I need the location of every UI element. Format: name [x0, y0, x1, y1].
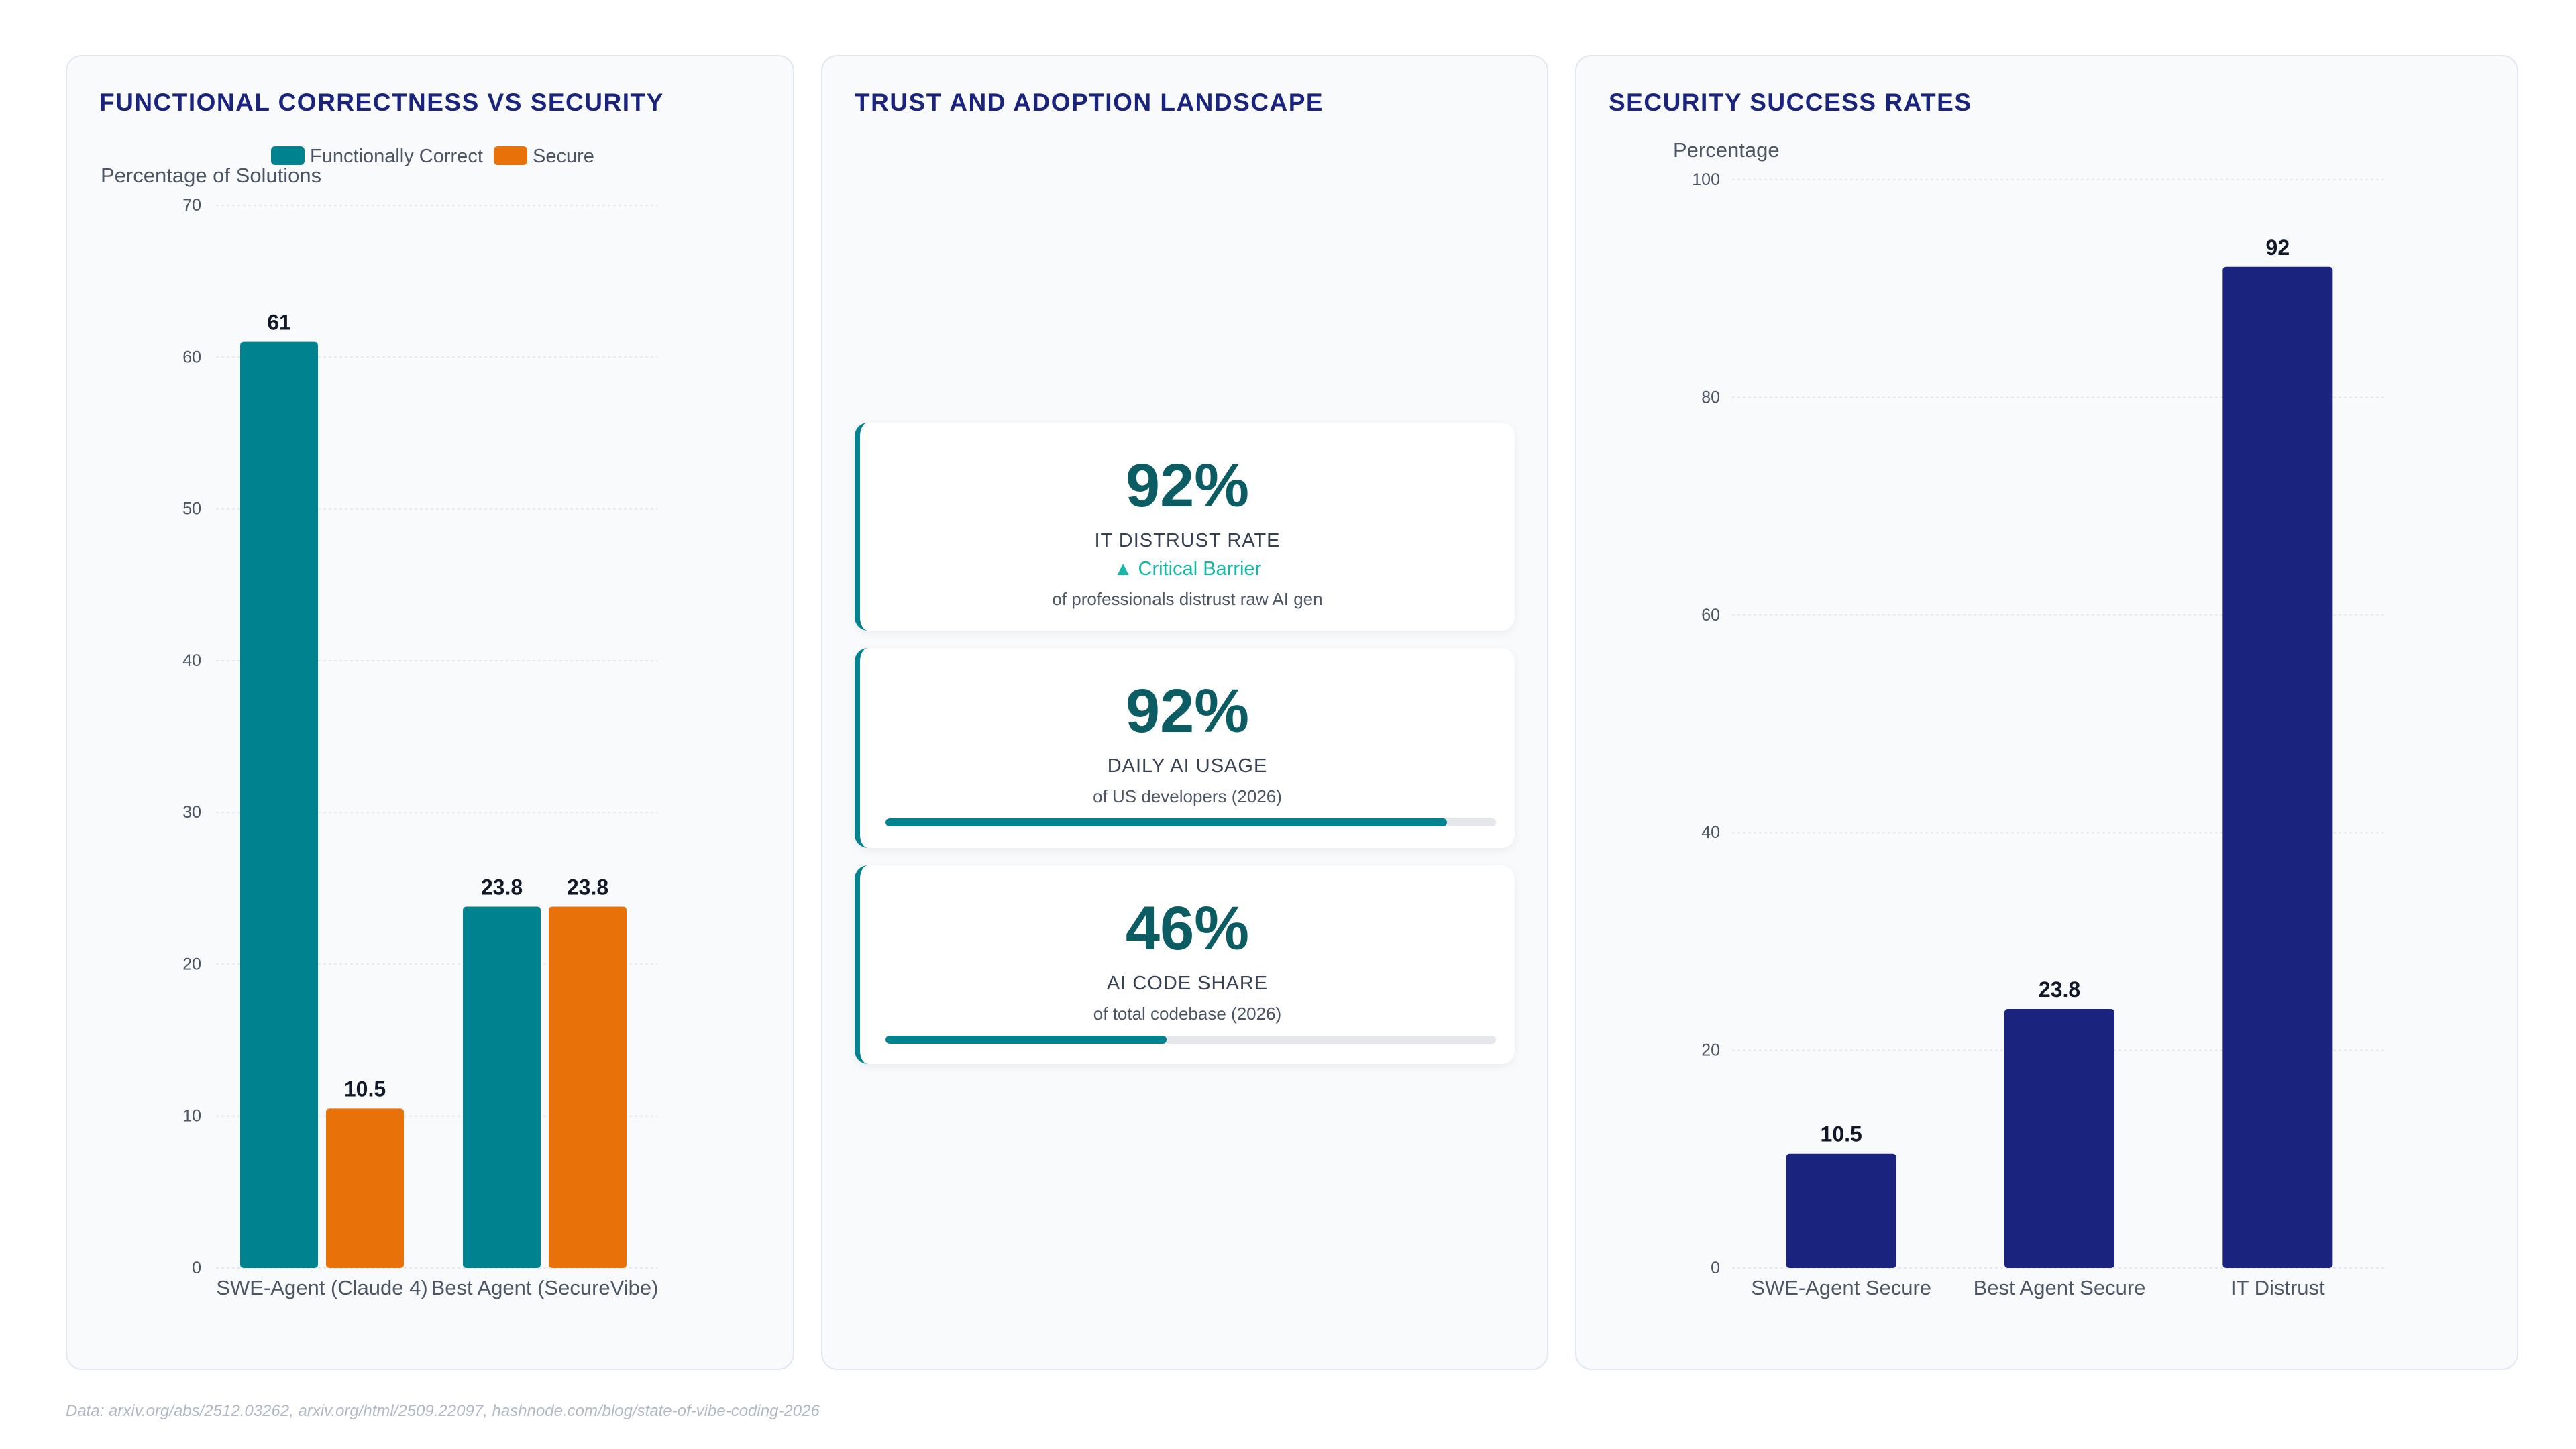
kpi-progress-fill	[885, 818, 1448, 826]
kpi-value: 92%	[1125, 451, 1250, 520]
kpi-value: 92%	[1125, 677, 1250, 745]
panel-title-correctness: FUNCTIONAL CORRECTNESS VS SECURITY	[99, 89, 664, 116]
trust-adoption-panel: TRUST AND ADOPTION LANDSCAPE 92% IT DIST…	[821, 55, 1548, 1370]
kpi-progress-bar	[885, 1036, 1496, 1044]
correctness-vs-security-panel: FUNCTIONAL CORRECTNESS VS SECURITY 0 10 20…	[66, 55, 794, 1370]
legend-swatch-0	[271, 146, 305, 165]
y-tick-label: 30	[182, 803, 201, 822]
y-tick-label: 40	[1701, 823, 1720, 842]
panel-title-security: SECURITY SUCCESS RATES	[1609, 89, 1972, 116]
kpi-label: AI CODE SHARE	[1106, 973, 1269, 994]
y-tick-label: 70	[182, 196, 201, 215]
kpi-label: IT DISTRUST RATE	[1094, 530, 1281, 551]
kpi-subtitle: of US developers (2026)	[1093, 786, 1282, 806]
y-tick-label: 20	[1701, 1041, 1720, 1060]
y-tick-label: 100	[1692, 170, 1720, 189]
bar-value-label: 10.5	[1821, 1122, 1862, 1146]
legend-label-1: Secure	[533, 146, 594, 167]
security-success-panel: SECURITY SUCCESS RATES 0 20 40 60 80 100 Perce…	[1575, 55, 2518, 1370]
security-success-chart: 0 20 40 60 80 100 Percentage 10.5 SWE-Agent Secu…	[1673, 138, 2387, 1299]
bar-1	[2004, 1008, 2114, 1268]
y-tick-label: 40	[182, 651, 201, 670]
y-tick-label: 10	[182, 1107, 201, 1126]
kpi-subtitle: of professionals distrust raw AI gen	[1052, 589, 1323, 609]
data-source-footnote: Data: arxiv.org/abs/2512.03262, arxiv.or…	[66, 1402, 820, 1420]
bar-0-1	[326, 1108, 404, 1268]
kpi-card-code-share: 46% AI CODE SHARE of total codebase (202…	[855, 865, 1515, 1064]
bar-2	[2222, 266, 2333, 1268]
x-category-label: Best Agent (SecureVibe)	[431, 1276, 659, 1299]
kpi-subtitle: of total codebase (2026)	[1093, 1004, 1282, 1024]
bar-value-label: 10.5	[344, 1077, 386, 1101]
kpi-label: DAILY AI USAGE	[1107, 755, 1268, 777]
kpi-progress-bar	[885, 818, 1496, 826]
x-category-label: Best Agent Secure	[1974, 1276, 2146, 1299]
panel-title-trust: TRUST AND ADOPTION LANDSCAPE	[855, 89, 1324, 116]
y-tick-label: 60	[1701, 606, 1720, 625]
y-axis-title: Percentage of Solutions	[101, 164, 321, 187]
y-tick-label: 20	[182, 955, 201, 973]
x-category-label: IT Distrust	[2231, 1276, 2325, 1299]
y-tick-label: 0	[1711, 1258, 1720, 1277]
y-tick-label: 60	[182, 347, 201, 366]
bar-1-1	[549, 906, 627, 1268]
x-category-label: SWE-Agent Secure	[1751, 1276, 1931, 1299]
y-tick-label: 0	[192, 1258, 201, 1277]
legend: Functionally Correct Secure	[271, 146, 594, 167]
bar-value-label: 23.8	[567, 875, 608, 899]
x-category-label: SWE-Agent (Claude 4)	[216, 1276, 427, 1299]
bar-0-0	[240, 341, 318, 1269]
bar-value-label: 23.8	[481, 875, 523, 899]
legend-swatch-1	[494, 146, 527, 165]
bar-value-label: 23.8	[2039, 977, 2080, 1002]
legend-label-0: Functionally Correct	[310, 146, 483, 167]
bar-1-0	[463, 906, 541, 1268]
kpi-card-daily-usage: 92% DAILY AI USAGE of US developers (202…	[855, 648, 1515, 848]
kpi-value: 46%	[1125, 894, 1250, 963]
bar-value-label: 61	[267, 311, 291, 335]
bar-value-label: 92	[2266, 235, 2290, 260]
y-tick-label: 50	[182, 500, 201, 519]
kpi-trend-badge: ▲ Critical Barrier	[1113, 558, 1262, 580]
y-axis-title: Percentage	[1673, 138, 1780, 162]
correctness-vs-security-chart: 0 10 20 30 40 50 60 70 Percentage of SolutionsFu…	[101, 146, 659, 1299]
kpi-card-it-distrust: 92% IT DISTRUST RATE ▲ Critical Barrier …	[855, 423, 1515, 631]
bar-0	[1786, 1153, 1896, 1268]
kpi-progress-fill	[885, 1036, 1167, 1044]
y-tick-label: 80	[1701, 388, 1720, 407]
